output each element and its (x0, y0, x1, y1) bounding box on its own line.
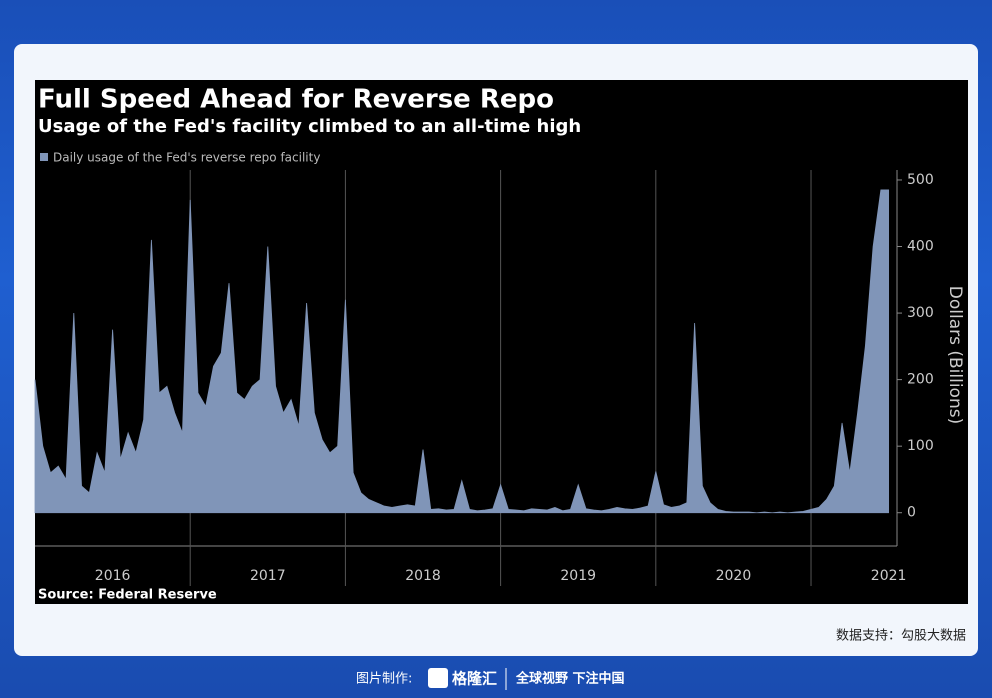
x-tick-label: 2021 (871, 568, 907, 584)
y-tick-label: 500 (907, 172, 934, 188)
area (34, 189, 890, 514)
chart-subtitle: Usage of the Fed's facility climbed to a… (38, 116, 581, 137)
y-tick-label: 300 (907, 305, 934, 321)
y-tick-label: 200 (907, 372, 934, 388)
legend-swatch (40, 153, 48, 161)
brand-logo (428, 668, 448, 688)
x-tick-label: 2016 (95, 568, 131, 584)
x-tick-label: 2019 (560, 568, 596, 584)
slogan: 全球视野 下注中国 (515, 671, 625, 687)
made-by: 图片制作: (356, 672, 412, 687)
data-credit: 数据支持：勾股大数据 (836, 629, 966, 644)
x-tick-label: 2020 (716, 568, 752, 584)
chart-title: Full Speed Ahead for Reverse Repo (38, 85, 554, 115)
legend-label: Daily usage of the Fed's reverse repo fa… (53, 151, 320, 165)
brand: 格隆汇 (452, 670, 497, 688)
y-tick-label: 0 (907, 505, 916, 521)
source: Source: Federal Reserve (38, 588, 217, 603)
x-tick-label: 2017 (250, 568, 286, 584)
y-tick-label: 100 (907, 438, 934, 454)
x-tick-label: 2018 (405, 568, 441, 584)
y-axis-label: Dollars (Billions) (945, 286, 965, 424)
y-tick-label: 400 (907, 239, 934, 255)
